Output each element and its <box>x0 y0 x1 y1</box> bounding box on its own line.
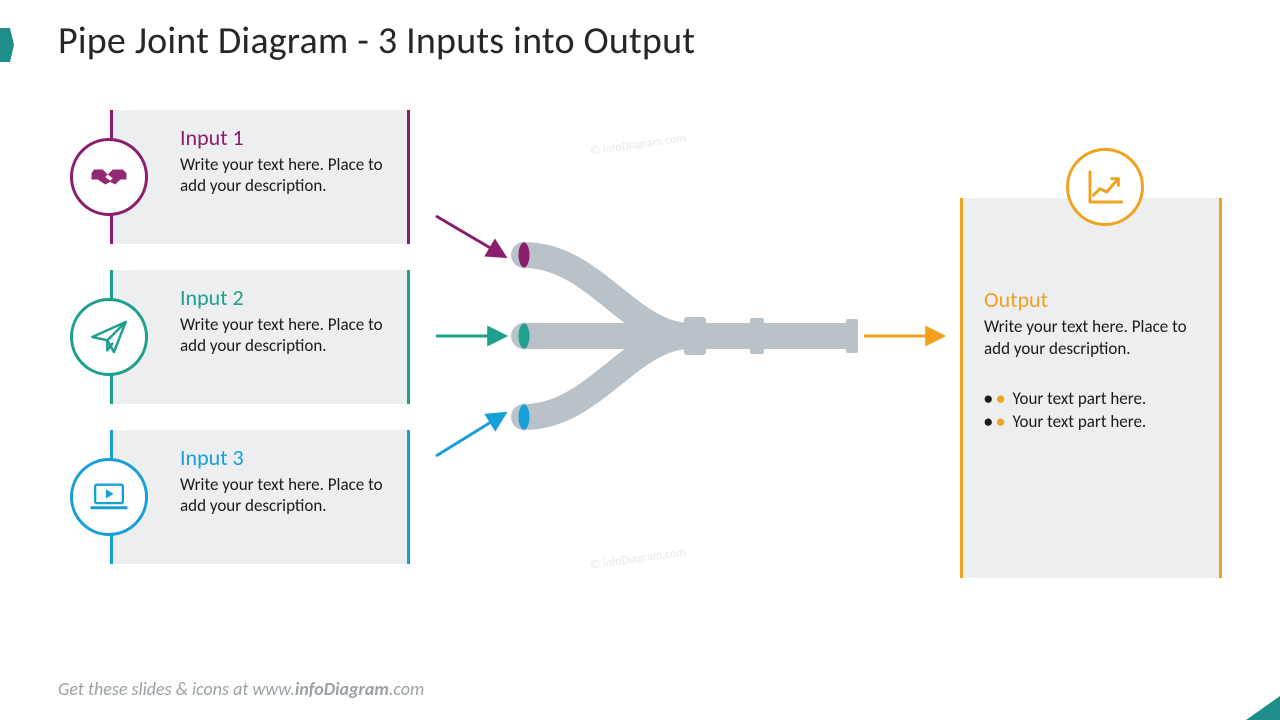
slide: Pipe Joint Diagram - 3 Inputs into Outpu… <box>0 0 1280 720</box>
footer-prefix: Get these slides & icons at www. <box>58 678 295 700</box>
output-stripe-left <box>960 198 963 578</box>
output-stripe-right <box>1219 198 1222 578</box>
output-bullets: • Your text part here.• Your text part h… <box>984 388 1198 434</box>
footer-suffix: .com <box>389 678 424 700</box>
output-icon-wrap <box>1066 148 1144 226</box>
output-title: Output <box>984 286 1048 313</box>
output-bullet: • Your text part here. <box>984 411 1198 434</box>
corner-accent <box>1246 696 1280 720</box>
footer-text: Get these slides & icons at www.infoDiag… <box>58 678 424 700</box>
output-card: Output Write your text here. Place to ad… <box>960 198 1222 578</box>
footer-bold: infoDiagram <box>295 678 389 700</box>
output-bullet: • Your text part here. <box>984 388 1198 411</box>
output-desc: Write your text here. Place to add your … <box>984 316 1198 360</box>
